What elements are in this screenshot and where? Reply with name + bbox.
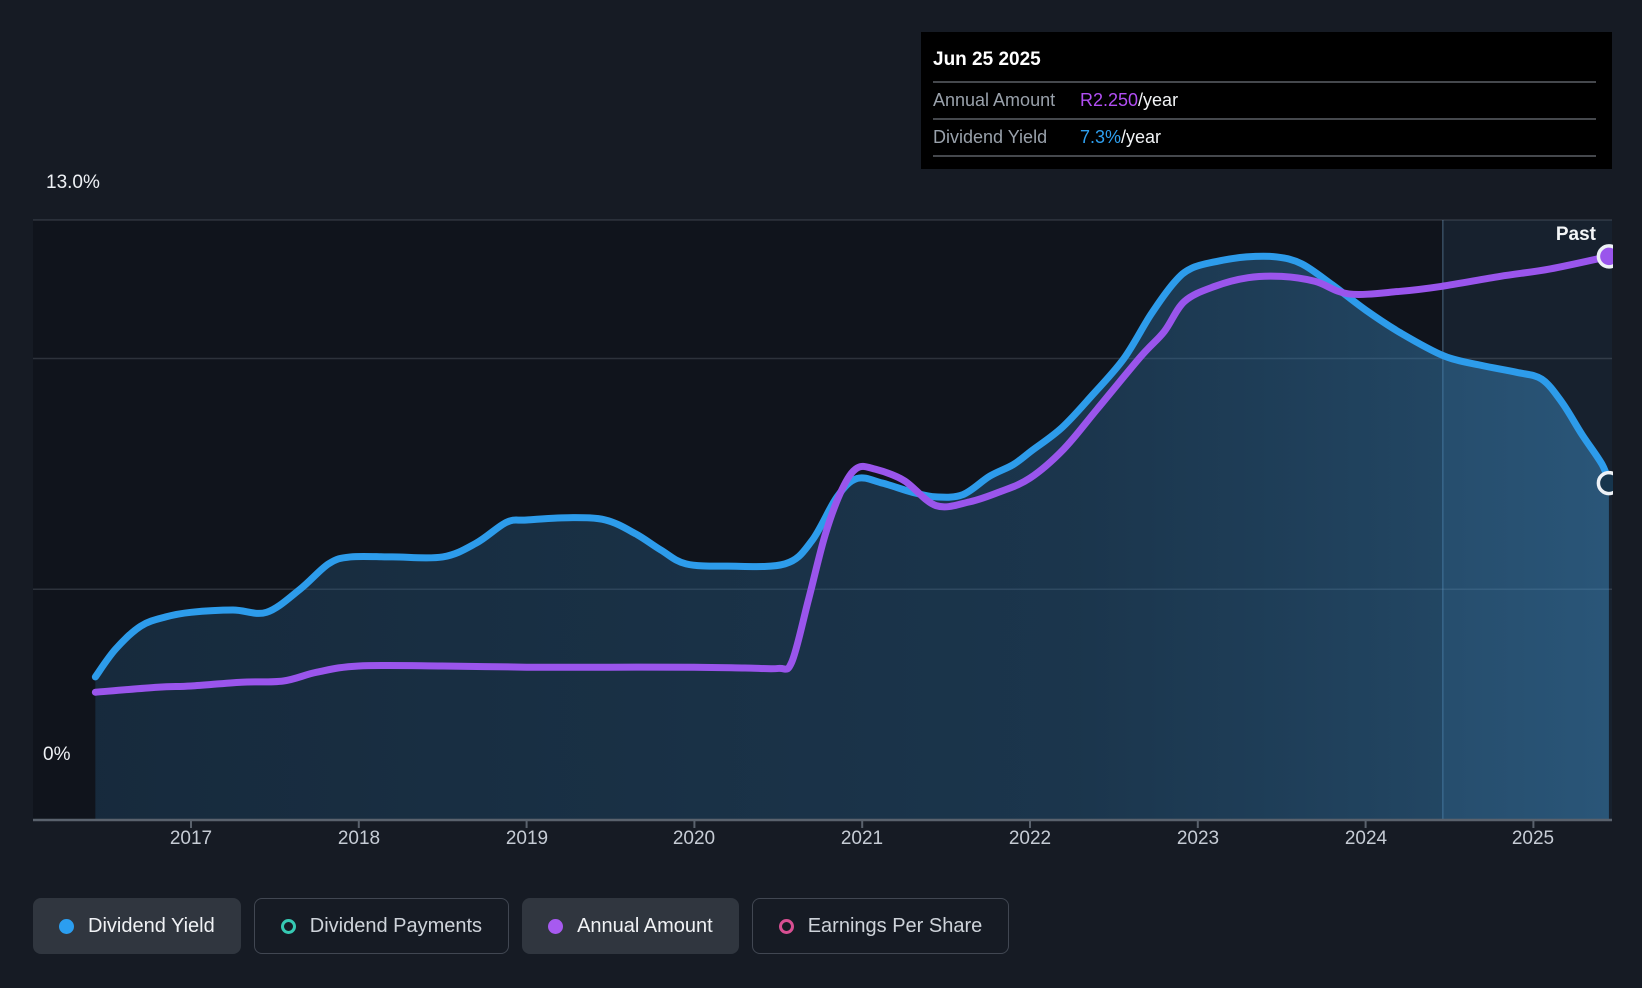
x-tick-label-2024: 2024 [1344, 828, 1388, 849]
y-axis-max-label: 13.0% [46, 172, 100, 193]
legend-button-dividend-yield[interactable]: Dividend Yield [33, 898, 241, 954]
legend-button-annual-amount[interactable]: Annual Amount [522, 898, 739, 954]
legend-button-dividend-payments[interactable]: Dividend Payments [253, 898, 510, 954]
x-tick-label-2023: 2023 [1176, 828, 1220, 849]
tooltip-bottom-divider [933, 155, 1596, 157]
annual-amount-label: Annual Amount [933, 90, 1056, 110]
legend-label-earnings-per-share: Earnings Per Share [807, 914, 983, 937]
x-tick-label-2021: 2021 [840, 828, 884, 849]
series-end-dots [1596, 244, 1613, 496]
dividend-yield-label: Dividend Yield [933, 127, 1048, 147]
dividend-yield-area [95, 256, 1609, 820]
dividend-payments-ring-icon [280, 918, 296, 934]
legend-label-dividend-yield: Dividend Yield [88, 914, 215, 937]
legend: Dividend Yield Dividend Payments Annual … [33, 898, 1010, 954]
legend-label-annual-amount: Annual Amount [577, 914, 713, 937]
x-tick-label-2025: 2025 [1511, 828, 1555, 849]
annual-amount-dot-icon [548, 918, 564, 934]
tooltip-row-dividend-yield: Dividend Yield 7.3% /year [933, 118, 1596, 155]
y-axis-zero-label: 0% [43, 744, 71, 765]
x-tick-label-2017: 2017 [169, 828, 213, 849]
x-axis [33, 818, 1612, 828]
earnings-per-share-ring-icon [778, 918, 794, 934]
legend-label-dividend-payments: Dividend Payments [309, 914, 483, 937]
x-tick-label-2020: 2020 [672, 828, 716, 849]
series-lines [91, 252, 1613, 696]
dividend-yield-dot-icon [59, 918, 74, 934]
dividend-yield-unit: /year [1121, 127, 1162, 147]
legend-button-earnings-per-share[interactable]: Earnings Per Share [751, 898, 1010, 954]
annual-amount-value: R2.250 [1080, 90, 1139, 110]
x-tick-label-2018: 2018 [337, 828, 381, 849]
x-tick-label-2022: 2022 [1008, 828, 1052, 849]
past-label: Past [1555, 224, 1596, 245]
dividend-yield-value: 7.3% [1080, 127, 1122, 147]
annual-amount-unit: /year [1138, 90, 1179, 110]
chart-tooltip: Jun 25 2025 Annual Amount R2.250 /year D… [921, 32, 1612, 169]
tooltip-date: Jun 25 2025 [933, 49, 1041, 70]
x-tick-label-2019: 2019 [505, 828, 549, 849]
tooltip-row-annual-amount: Annual Amount R2.250 /year [933, 81, 1596, 118]
